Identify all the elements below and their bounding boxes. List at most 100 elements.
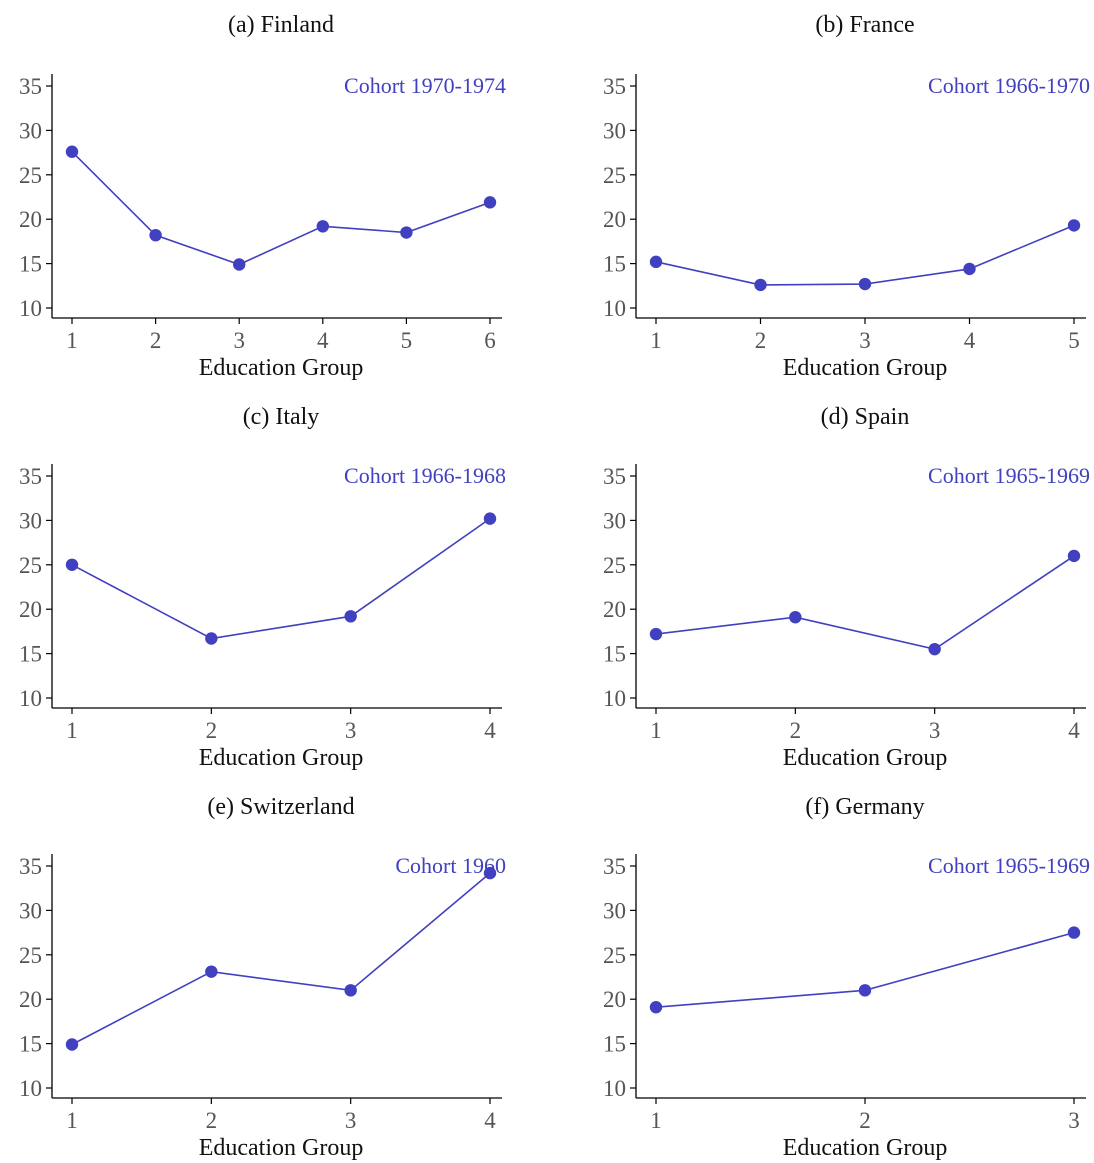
data-point [400, 226, 413, 239]
panel-title: (d) Spain [821, 404, 910, 430]
data-point [316, 220, 329, 233]
data-point [1067, 219, 1081, 232]
y-tick-label: 20 [603, 207, 626, 232]
y-tick-label: 25 [19, 163, 42, 188]
panel-title: (b) France [815, 12, 914, 38]
y-tick-label: 25 [603, 943, 626, 968]
data-point [344, 984, 357, 997]
x-tick-label: 2 [150, 328, 162, 353]
cohort-annotation: Cohort 1970-1974 [344, 73, 506, 98]
x-tick-label: 4 [1068, 718, 1080, 743]
y-tick-label: 10 [603, 296, 626, 321]
y-tick-label: 10 [603, 686, 626, 711]
series-line [71, 517, 491, 640]
data-point [858, 984, 872, 997]
y-tick-label: 25 [19, 553, 42, 578]
y-tick-label: 30 [19, 508, 42, 533]
data-point [233, 258, 246, 271]
x-axis-label: Education Group [199, 745, 364, 771]
x-tick-label: 1 [66, 328, 78, 353]
data-point [649, 255, 663, 269]
y-tick-label: 15 [603, 252, 626, 277]
data-point [205, 632, 218, 645]
cohort-annotation: Cohort 1965-1969 [928, 853, 1090, 878]
data-point [649, 1000, 663, 1014]
y-tick-label: 15 [603, 1032, 626, 1057]
x-tick-label: 2 [206, 1108, 218, 1133]
y-tick-label: 30 [19, 118, 42, 143]
y-tick-label: 30 [603, 118, 626, 143]
x-tick-label: 2 [755, 328, 767, 353]
series-line [655, 224, 1075, 286]
data-point [483, 196, 497, 209]
y-tick-label: 20 [603, 987, 626, 1012]
y-tick-label: 35 [19, 854, 42, 879]
x-tick-label: 4 [484, 1108, 496, 1133]
series-line [71, 151, 491, 266]
x-axis-label: Education Group [783, 1135, 948, 1161]
data-point [149, 228, 162, 242]
y-tick-label: 35 [603, 464, 626, 489]
y-tick-label: 10 [603, 1076, 626, 1101]
y-tick-label: 20 [19, 207, 42, 232]
y-tick-label: 15 [19, 1032, 42, 1057]
x-tick-label: 3 [929, 718, 941, 743]
y-tick-label: 25 [19, 943, 42, 968]
x-tick-label: 4 [964, 328, 976, 353]
cohort-annotation: Cohort 1966-1968 [344, 463, 506, 488]
data-point [65, 145, 79, 158]
y-tick-label: 20 [19, 597, 42, 622]
x-tick-label: 4 [484, 718, 496, 743]
data-point [789, 610, 802, 624]
x-tick-label: 4 [317, 328, 329, 353]
x-tick-label: 1 [650, 718, 662, 743]
data-point [65, 558, 79, 571]
panel-title: (a) Finland [228, 12, 334, 38]
data-point [65, 1038, 79, 1051]
panel-3: (c) Italy 10 15 20 25 30 35 1 2 3 4 Education Group… [19, 404, 506, 771]
x-axis-label: Education Group [199, 355, 364, 381]
y-tick-label: 15 [19, 252, 42, 277]
panel-5: (e) Switzerland 10 15 20 25 30 35 1 2 3 4 Education… [19, 794, 506, 1161]
x-tick-label: 3 [1068, 1108, 1080, 1133]
x-axis-label: Education Group [199, 1135, 364, 1161]
data-point [1067, 549, 1081, 563]
y-tick-label: 35 [603, 854, 626, 879]
x-tick-label: 2 [859, 1108, 871, 1133]
y-tick-label: 10 [19, 686, 42, 711]
x-axis-label: Education Group [783, 745, 948, 771]
y-tick-label: 30 [603, 898, 626, 923]
y-tick-label: 15 [19, 642, 42, 667]
x-axis-label: Education Group [783, 355, 948, 381]
y-tick-label: 35 [19, 464, 42, 489]
y-tick-label: 15 [603, 642, 626, 667]
y-tick-label: 10 [19, 1076, 42, 1101]
y-tick-label: 20 [603, 597, 626, 622]
x-tick-label: 3 [233, 328, 245, 353]
x-tick-label: 1 [66, 718, 78, 743]
panel-6: (f) Germany 10 15 20 25 30 35 1 2 3 Education Grou… [603, 794, 1090, 1161]
data-point [754, 278, 767, 292]
series-line [655, 555, 1075, 651]
x-tick-label: 3 [859, 328, 871, 353]
data-point [1067, 926, 1081, 939]
series-line [71, 872, 491, 1046]
data-point [344, 610, 357, 623]
panel-4: (d) Spain 10 15 20 25 30 35 1 2 3 4 Education Group… [603, 404, 1090, 771]
cohort-annotation: Cohort 1965-1969 [928, 463, 1090, 488]
panel-title: (c) Italy [243, 404, 320, 430]
data-point [205, 965, 218, 978]
data-point [483, 866, 497, 880]
panel-title: (e) Switzerland [207, 794, 354, 820]
panel-1: (a) Finland 10 15 20 25 30 35 1 2 3 4 5 6 Education G… [19, 12, 506, 381]
data-point [483, 512, 497, 525]
y-tick-label: 30 [603, 508, 626, 533]
data-point [858, 277, 872, 291]
x-tick-label: 1 [650, 328, 662, 353]
cohort-annotation: Cohort 1966-1970 [928, 73, 1090, 98]
y-tick-label: 35 [603, 74, 626, 99]
x-tick-label: 5 [401, 328, 413, 353]
data-point [963, 262, 976, 276]
panel-title: (f) Germany [805, 794, 924, 820]
